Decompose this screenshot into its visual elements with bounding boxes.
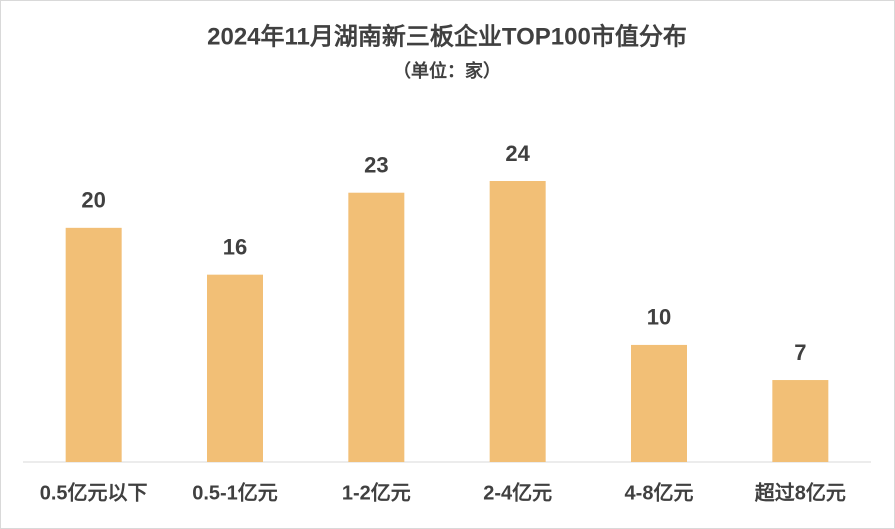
x-tick-label: 4-8亿元: [625, 480, 694, 504]
value-label: 20: [81, 188, 105, 213]
bar: [348, 192, 405, 463]
x-tick-label: 1-2亿元: [342, 480, 411, 504]
x-tick-label: 0.5-1亿元: [192, 480, 278, 504]
x-tick-label: 0.5亿元以下: [40, 480, 148, 504]
bar: [631, 344, 687, 462]
value-label: 23: [364, 153, 388, 178]
value-label: 24: [505, 141, 530, 166]
x-tick-label: 2-4亿元: [483, 480, 552, 504]
value-label: 7: [794, 340, 806, 365]
bar: [772, 380, 829, 462]
value-label: 16: [223, 234, 247, 259]
bar: [489, 181, 546, 462]
chart-title: 2024年11月湖南新三板企业TOP100市值分布: [207, 22, 687, 50]
bar: [207, 274, 263, 462]
x-tick-label: 超过8亿元: [754, 480, 846, 504]
bar: [65, 227, 122, 462]
chart-subtitle: （单位：家）: [393, 60, 501, 81]
value-label: 10: [647, 305, 671, 330]
